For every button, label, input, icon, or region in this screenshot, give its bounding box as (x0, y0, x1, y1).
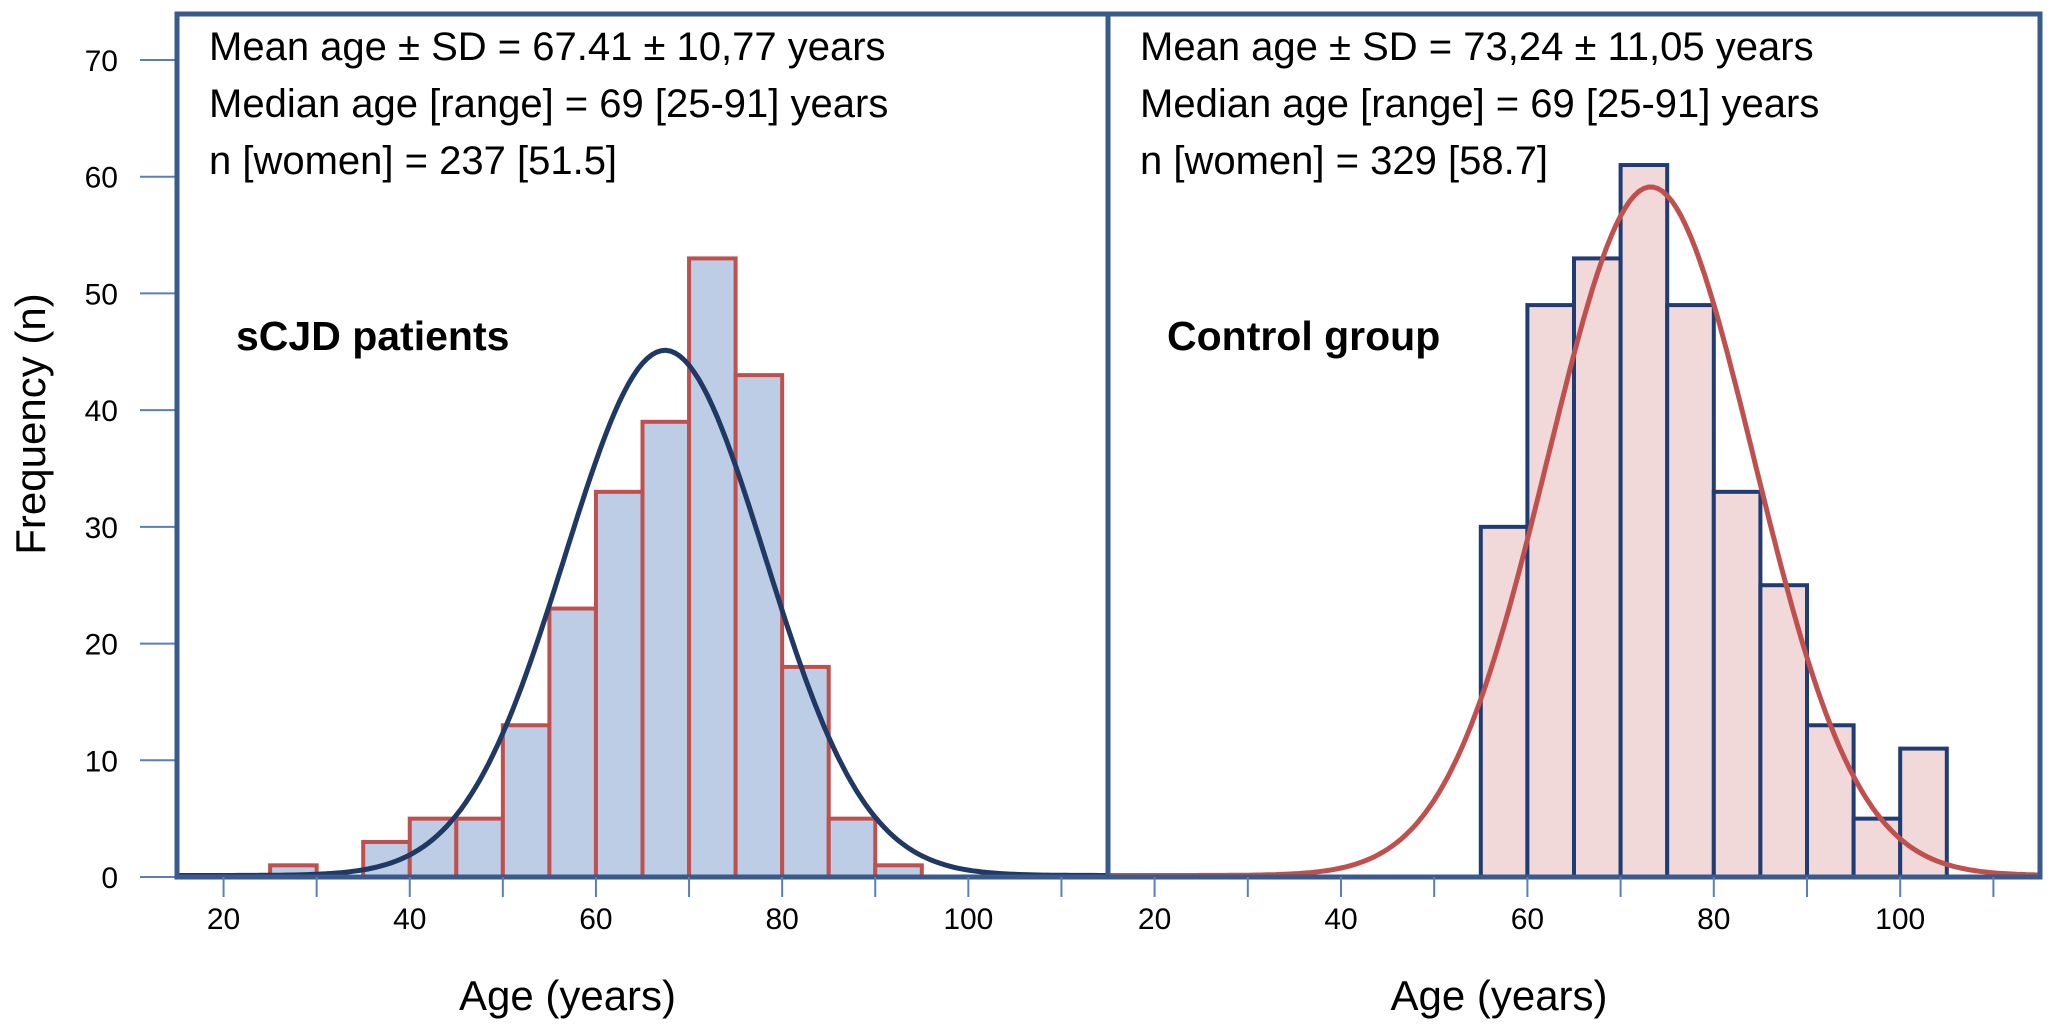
annotation-n-women: n [women] = 237 [51.5] (209, 139, 617, 183)
annotation-mean-age: Mean age ± SD = 73,24 ± 11,05 years (1140, 25, 1814, 69)
y-tick-label: 30 (85, 512, 118, 545)
histogram-bar (547, 606, 598, 879)
x-tick-label: 20 (207, 903, 240, 936)
histogram-bar (733, 373, 785, 879)
x-tick-label: 80 (765, 903, 798, 936)
histogram-bar (1572, 256, 1623, 879)
panel-control-group: 20 40 60 80 100 Mean age ± SD = 73,24 ± 11,0… (1105, 11, 2043, 1019)
x-tick-label: 60 (579, 903, 612, 936)
histogram-bar (1805, 723, 1856, 879)
x-tick-label: 40 (1324, 903, 1357, 936)
x-axis-ticks: 20 40 60 80 100 (1138, 877, 1995, 936)
x-tick-label: 40 (393, 903, 426, 936)
group-label: Control group (1167, 313, 1440, 359)
panel-frame (1105, 11, 2043, 880)
x-tick-label: 80 (1697, 903, 1730, 936)
annotation-median-age: Median age [range] = 69 [25-91] years (1140, 82, 1819, 126)
panel-scjd-patients: 20 40 60 80 100 Mean age ± SD = 67.41 ± 10,7… (174, 11, 1111, 1019)
x-axis-ticks: 20 40 60 80 100 (207, 877, 1063, 936)
annotation-n-women: n [women] = 329 [58.7] (1140, 139, 1548, 183)
y-tick-label: 0 (101, 862, 118, 895)
histogram-bar (407, 816, 459, 880)
x-axis-title: Age (years) (459, 972, 676, 1019)
histogram-bar (500, 723, 552, 879)
annotation-median-age: Median age [range] = 69 [25-91] years (209, 82, 888, 126)
histogram-bar (1665, 303, 1716, 880)
histogram-bar (1898, 746, 1949, 879)
histogram-bar (826, 816, 878, 880)
y-tick-label: 60 (85, 162, 118, 195)
y-tick-label: 50 (85, 278, 118, 311)
histogram-bar (687, 256, 738, 879)
histogram-bar (1851, 816, 1903, 880)
histogram-bar (454, 816, 505, 880)
histogram-bars (268, 256, 924, 880)
x-tick-label: 60 (1511, 903, 1544, 936)
y-tick-label: 10 (85, 745, 118, 778)
histogram-bar (593, 489, 645, 879)
histogram-bar (780, 664, 831, 880)
y-axis: 0 10 20 30 40 50 60 70 (85, 45, 179, 895)
annotation-mean-age: Mean age ± SD = 67.41 ± 10,77 years (209, 25, 886, 69)
histogram-bar (640, 419, 692, 879)
histogram-bar (1618, 163, 1670, 880)
y-axis-title: Frequency (n) (7, 293, 54, 554)
y-tick-label: 20 (85, 629, 118, 662)
x-axis-title: Age (years) (1390, 972, 1607, 1019)
x-tick-label: 20 (1138, 903, 1171, 936)
x-tick-label: 100 (943, 903, 993, 936)
group-label: sCJD patients (236, 313, 509, 359)
normal-curve (177, 347, 1108, 878)
histogram-bar (1478, 524, 1530, 879)
histogram-bar (1525, 303, 1577, 880)
x-tick-label: 100 (1875, 903, 1925, 936)
y-tick-label: 40 (85, 395, 118, 428)
y-tick-label: 70 (85, 45, 118, 78)
histogram-bar (1711, 489, 1763, 879)
histogram-bars (1478, 163, 1949, 880)
